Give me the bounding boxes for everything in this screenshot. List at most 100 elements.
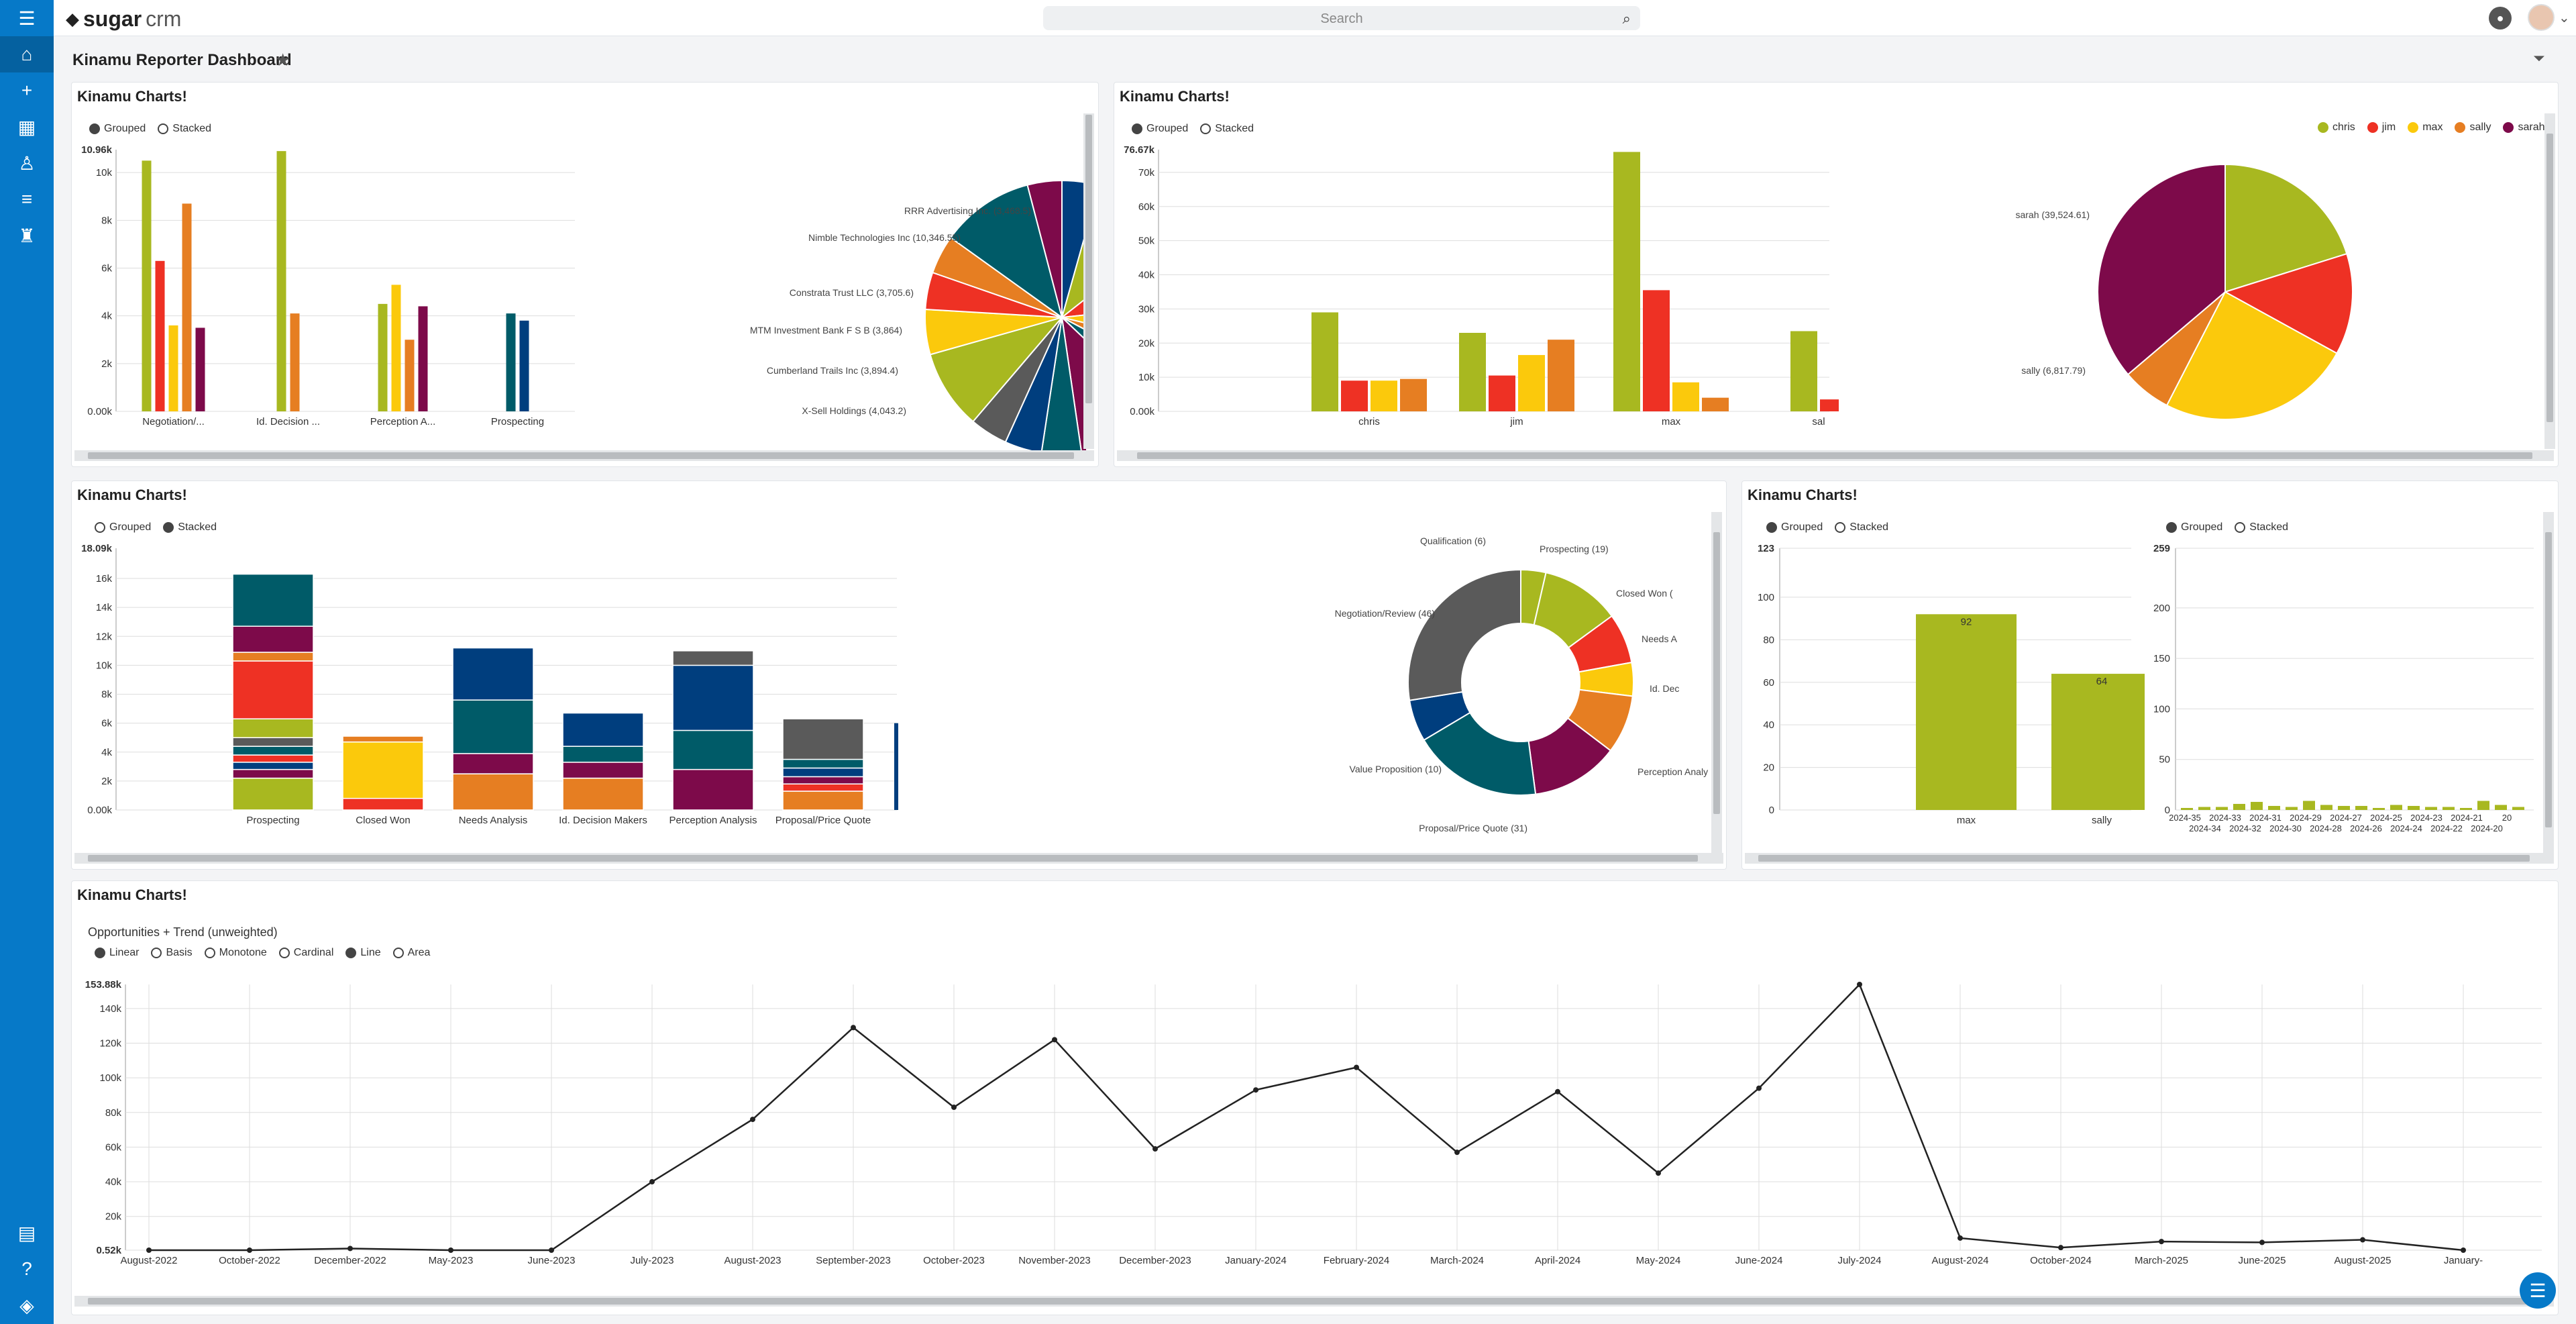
- legend-item[interactable]: chris: [2318, 121, 2355, 134]
- d4b-bar: [2512, 807, 2524, 810]
- line-option[interactable]: Line: [345, 947, 381, 959]
- d5-x-tick: October-2022: [219, 1255, 280, 1266]
- d4b-bar: [2251, 801, 2263, 810]
- d5-x-tick: November-2023: [1018, 1255, 1091, 1266]
- d1-pie-slice: [1061, 229, 1086, 319]
- d3-bar-segment: [342, 798, 424, 811]
- star-icon[interactable]: ★: [275, 50, 291, 70]
- layers-icon[interactable]: ◈: [19, 1294, 34, 1316]
- toggle-stacked-2[interactable]: Stacked: [2235, 521, 2288, 533]
- d5-x-tick: February-2024: [1324, 1255, 1389, 1266]
- d2-pie-slice: [2224, 163, 2348, 293]
- d5-x-tick: September-2023: [816, 1255, 891, 1266]
- search-input[interactable]: Search ⌕: [1043, 6, 1640, 30]
- scrollbar-horizontal[interactable]: [1117, 450, 2554, 461]
- d1-x-tick: Prospecting: [491, 416, 544, 427]
- plus-icon[interactable]: +: [21, 80, 33, 101]
- d5-point: [1957, 1235, 1963, 1241]
- line-option[interactable]: Monotone: [204, 947, 267, 959]
- legend-item[interactable]: sarah: [2503, 121, 2545, 134]
- avatar[interactable]: [2528, 4, 2555, 31]
- scrollbar-horizontal[interactable]: [74, 853, 1723, 864]
- building-icon[interactable]: ▦: [17, 116, 36, 138]
- d3-bar-segment: [232, 777, 314, 811]
- document-icon[interactable]: ▤: [17, 1222, 36, 1243]
- d4-y-tick: 100: [1758, 592, 1774, 603]
- filter-icon[interactable]: ⏷: [2533, 50, 2545, 66]
- d3-x-tick: Closed Won: [356, 815, 410, 826]
- scrollbar-vertical[interactable]: [1711, 512, 1722, 854]
- quick-menu-button[interactable]: ☰: [2520, 1272, 2556, 1309]
- d4b-bar: [2443, 807, 2455, 810]
- d5-point: [2259, 1239, 2265, 1245]
- d1-bar: [418, 306, 428, 411]
- toggle-grouped-2[interactable]: Grouped: [2166, 521, 2222, 533]
- d4b-x-tick: 20: [2502, 813, 2512, 823]
- toggle-grouped[interactable]: Grouped: [95, 521, 151, 533]
- user-icon[interactable]: ♙: [18, 152, 36, 174]
- menu-icon[interactable]: ☰: [18, 7, 36, 29]
- d3-donut-label: Value Proposition (10): [1350, 764, 1442, 774]
- scrollbar-vertical[interactable]: [2543, 512, 2554, 854]
- logo[interactable]: ◆ sugar crm: [66, 7, 181, 32]
- d1-x-tick: Negotiation/...: [142, 416, 205, 427]
- d4b-x-tick: 2024-34: [2189, 823, 2221, 833]
- d2-bar: [1672, 382, 1699, 411]
- d1-y-tick: 8k: [101, 215, 112, 226]
- d5-y-tick: 120k: [99, 1037, 121, 1049]
- search-icon[interactable]: ⌕: [1622, 10, 1631, 27]
- line-option[interactable]: Cardinal: [278, 947, 333, 959]
- toggle-grouped[interactable]: Grouped: [89, 123, 146, 135]
- toggle-stacked[interactable]: Stacked: [158, 123, 211, 135]
- d5-y-tick: 140k: [99, 1003, 121, 1015]
- toggle-stacked[interactable]: Stacked: [1200, 123, 1254, 135]
- legend-item[interactable]: sally: [2455, 121, 2491, 134]
- d1-bar: [276, 151, 286, 411]
- scrollbar-horizontal[interactable]: [74, 1296, 2554, 1307]
- dashlet-stage-chart: Kinamu Charts! Grouped Stacked 0.00k 2k 4k…: [71, 82, 1099, 467]
- toggle-stacked[interactable]: Stacked: [1835, 521, 1888, 533]
- scrollbar-horizontal[interactable]: [74, 450, 1094, 461]
- d2-bar: [1820, 399, 1839, 411]
- d3-x-tick: Perception Analysis: [669, 815, 757, 826]
- legend-item[interactable]: max: [2408, 121, 2443, 134]
- d5-x-tick: August-2023: [724, 1255, 781, 1266]
- toggle-grouped[interactable]: Grouped: [1766, 521, 1823, 533]
- d4b-bar: [2181, 807, 2193, 810]
- page-title: Kinamu Reporter Dashboard: [72, 51, 292, 69]
- d5-x-tick: May-2024: [1636, 1255, 1681, 1266]
- d3-y-tick: 12k: [96, 631, 113, 642]
- funnel-icon[interactable]: ≡: [21, 189, 33, 209]
- d3-bar-segment: [232, 746, 314, 756]
- d3-bar-segment: [562, 746, 644, 763]
- d1-pie-slice: [929, 316, 1064, 423]
- chevron-down-icon[interactable]: ⌄: [2559, 11, 2570, 26]
- scrollbar-vertical[interactable]: [1083, 113, 1094, 449]
- d5-point: [1857, 982, 1862, 987]
- d4b-bar: [2338, 805, 2350, 810]
- line-option[interactable]: Linear: [95, 947, 139, 959]
- d5-point: [2159, 1239, 2164, 1245]
- line-option[interactable]: Area: [392, 947, 430, 959]
- toggle-grouped[interactable]: Grouped: [1132, 123, 1188, 135]
- help-icon[interactable]: ?: [21, 1258, 32, 1279]
- dashlet-user-chart: Kinamu Charts! Grouped Stacked 0.00k 10k 2…: [1114, 82, 2559, 467]
- d3-bar-segment: [672, 768, 754, 811]
- d4b-y-tick: 0: [2165, 805, 2170, 816]
- bar-chart-d4: 0 20 40 60 80 100 123 92 max 64 sally: [1758, 543, 2145, 826]
- toggle-stacked[interactable]: Stacked: [163, 521, 217, 533]
- trophy-icon[interactable]: ♜: [18, 225, 36, 246]
- d5-x-tick: January-: [2444, 1255, 2483, 1266]
- d4b-bar: [2355, 805, 2367, 810]
- home-icon[interactable]: ⌂: [0, 36, 54, 72]
- line-option[interactable]: Basis: [151, 947, 193, 959]
- notification-icon[interactable]: ●: [2489, 7, 2512, 30]
- d4b-x-tick: 2024-26: [2350, 823, 2382, 833]
- scrollbar-vertical[interactable]: [2544, 113, 2555, 449]
- d4b-bar: [2198, 807, 2210, 810]
- scrollbar-horizontal[interactable]: [1745, 853, 2554, 864]
- legend-item[interactable]: jim: [2367, 121, 2396, 134]
- d5-point: [649, 1179, 655, 1185]
- d3-bar-segment: [672, 664, 754, 731]
- d2-x-tick: max: [1662, 416, 1681, 427]
